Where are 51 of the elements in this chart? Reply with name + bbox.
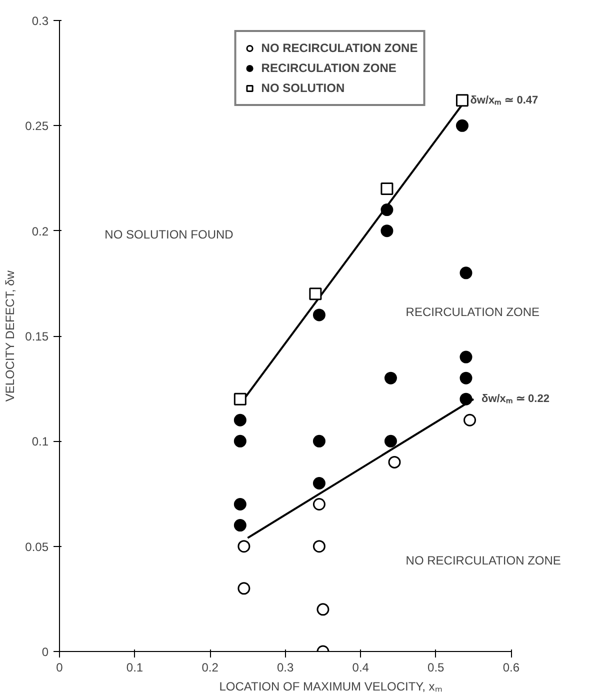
point: [238, 540, 250, 553]
point: [388, 456, 401, 468]
x-tick-label: 0: [56, 660, 64, 674]
x-tick-label: 0.3: [276, 660, 294, 674]
point: [234, 519, 246, 532]
annotation: RECIRCULATION ZONE: [406, 305, 540, 320]
point: [312, 540, 326, 553]
x-tick-label: 0.2: [202, 660, 219, 674]
point: [234, 498, 246, 511]
point: [234, 392, 246, 406]
point: [380, 204, 394, 216]
y-tick-label: 0.3: [32, 14, 49, 28]
point: [380, 182, 394, 196]
point: [312, 498, 326, 511]
point: [460, 392, 472, 406]
y-tick-label: 0.1: [32, 434, 49, 449]
y-tick-label: 0.25: [25, 119, 49, 134]
annotation: δw/xₘ ≃ 0.22: [482, 393, 550, 406]
y-tick-label: 0: [42, 645, 49, 659]
y-tick-label: 0.2: [32, 224, 49, 238]
annotation: δw/xₘ ≃ 0.47: [470, 94, 538, 106]
point: [460, 266, 472, 280]
point: [316, 603, 330, 616]
point: [234, 414, 246, 426]
point: [312, 476, 326, 490]
point: [460, 372, 472, 384]
legend-label: RECIRCULATION ZONE: [261, 60, 396, 76]
point: [384, 372, 397, 384]
y-tick-label: 0.05: [25, 540, 49, 554]
x-tick-label: 0.5: [428, 660, 445, 674]
point: [460, 350, 472, 364]
y-tick-label: 0.15: [25, 330, 49, 344]
point: [312, 308, 326, 322]
y-axis-title: VELOCITY DEFECT, δw: [3, 270, 18, 402]
point: [234, 434, 246, 448]
point: [384, 434, 397, 448]
x-axis-title: LOCATION OF MAXIMUM VELOCITY, xₘ: [219, 680, 442, 694]
annotation: NO RECIRCULATION ZONE: [406, 553, 561, 568]
legend-label: NO RECIRCULATION ZONE: [261, 40, 418, 56]
point: [456, 94, 468, 107]
annotation: NO SOLUTION FOUND: [104, 227, 234, 242]
x-tick-label: 0.6: [502, 660, 520, 674]
point: [312, 434, 326, 448]
x-tick-label: 0.1: [126, 660, 144, 674]
legend-label: NO SOLUTION: [261, 80, 345, 96]
point: [456, 119, 468, 132]
point: [464, 414, 476, 426]
point: [309, 288, 322, 300]
point: [380, 224, 394, 238]
x-tick-label: 0.4: [352, 660, 370, 674]
point: [238, 582, 250, 595]
